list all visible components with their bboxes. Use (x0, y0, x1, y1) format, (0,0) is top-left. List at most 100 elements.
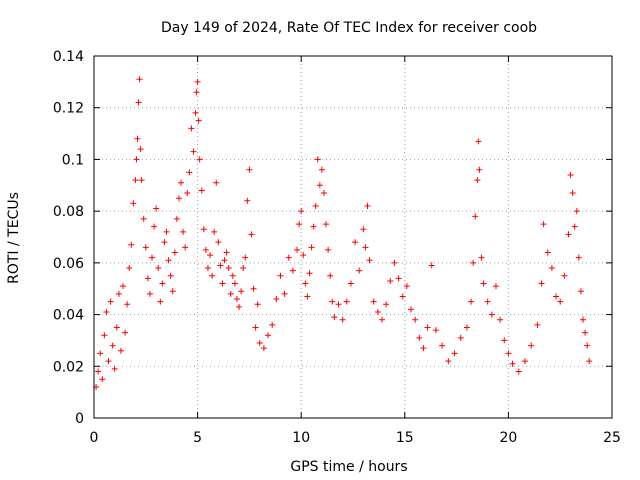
data-point (318, 166, 325, 173)
data-point (492, 283, 499, 290)
data-point (217, 262, 224, 269)
data-point (439, 342, 446, 349)
data-point (184, 190, 191, 197)
data-point (111, 365, 118, 372)
data-point (575, 254, 582, 261)
data-point (565, 231, 572, 238)
data-point (567, 171, 574, 178)
data-point (227, 290, 234, 297)
data-point (163, 228, 170, 235)
data-point (310, 223, 317, 230)
data-point (188, 125, 195, 132)
data-point (457, 334, 464, 341)
data-point (314, 156, 321, 163)
data-point (343, 298, 350, 305)
data-point (225, 265, 232, 272)
data-point (352, 239, 359, 246)
data-point (254, 301, 261, 308)
data-point (265, 332, 272, 339)
data-point (561, 272, 568, 279)
data-point (298, 208, 305, 215)
data-point (236, 303, 243, 310)
data-point (294, 246, 301, 253)
data-point (347, 280, 354, 287)
data-point (202, 246, 209, 253)
data-point (451, 350, 458, 357)
data-point (192, 109, 199, 116)
data-point (242, 254, 249, 261)
data-point (538, 280, 545, 287)
data-point (155, 265, 162, 272)
data-point (399, 293, 406, 300)
x-tick-label: 5 (193, 430, 202, 446)
y-tick-label: 0.12 (53, 101, 84, 117)
data-point (101, 332, 108, 339)
data-point (387, 277, 394, 284)
data-point (171, 249, 178, 256)
data-point (312, 202, 319, 209)
data-point (209, 272, 216, 279)
y-tick-label: 0.14 (53, 49, 84, 65)
data-point (584, 342, 591, 349)
data-point (117, 347, 124, 354)
data-point (120, 283, 127, 290)
data-point (194, 78, 201, 85)
data-point (153, 205, 160, 212)
y-tick-label: 0.06 (53, 256, 84, 272)
data-point (569, 190, 576, 197)
data-points (93, 76, 593, 390)
data-point (260, 345, 267, 352)
data-point (302, 280, 309, 287)
data-point (408, 306, 415, 313)
data-point (248, 231, 255, 238)
data-point (544, 249, 551, 256)
data-point (97, 350, 104, 357)
data-point (138, 177, 145, 184)
data-point (285, 254, 292, 261)
data-point (165, 257, 172, 264)
data-point (521, 358, 528, 365)
data-point (250, 285, 257, 292)
data-point (476, 166, 483, 173)
data-point (113, 324, 120, 331)
data-point (296, 221, 303, 228)
data-point (136, 76, 143, 83)
data-point (501, 337, 508, 344)
data-point (281, 290, 288, 297)
data-point (304, 293, 311, 300)
data-point (193, 89, 200, 96)
data-point (289, 267, 296, 274)
data-point (478, 254, 485, 261)
x-axis-label: GPS time / hours (290, 459, 407, 475)
data-point (327, 272, 334, 279)
data-point (395, 275, 402, 282)
data-point (320, 190, 327, 197)
data-point (229, 272, 236, 279)
data-point (256, 340, 263, 347)
plot-frame (93, 55, 613, 419)
data-point (329, 298, 336, 305)
data-point (115, 290, 122, 297)
data-point (379, 316, 386, 323)
data-point (475, 138, 482, 145)
x-tick-label: 15 (396, 430, 414, 446)
data-point (339, 316, 346, 323)
data-point (505, 350, 512, 357)
data-point (175, 195, 182, 202)
data-point (133, 156, 140, 163)
grid-lines (94, 56, 612, 418)
data-point (488, 311, 495, 318)
data-point (509, 360, 516, 367)
data-point (137, 146, 144, 153)
data-point (582, 329, 589, 336)
data-point (146, 290, 153, 297)
data-point (178, 179, 185, 186)
x-tick-label: 0 (90, 430, 99, 446)
data-point (215, 239, 222, 246)
data-point (579, 316, 586, 323)
data-point (244, 197, 251, 204)
data-point (103, 308, 110, 315)
data-point (231, 280, 238, 287)
data-point (577, 288, 584, 295)
data-point (335, 301, 342, 308)
